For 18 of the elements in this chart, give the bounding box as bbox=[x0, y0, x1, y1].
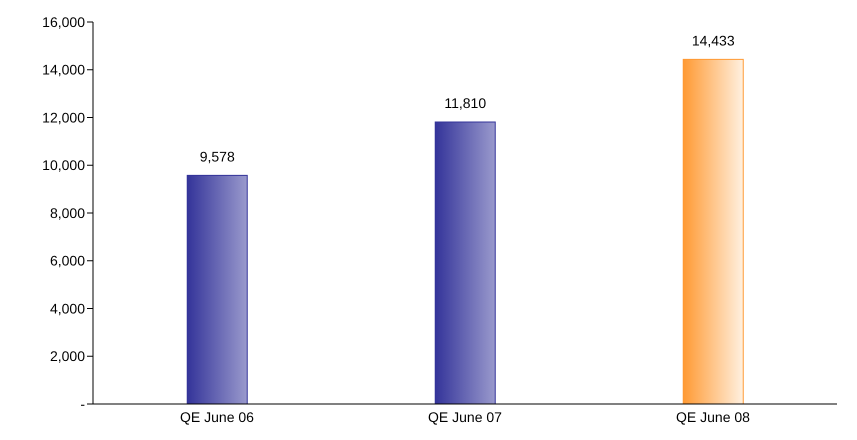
bar bbox=[186, 174, 248, 404]
y-tick-label: - bbox=[80, 396, 86, 412]
data-label: 11,810 bbox=[444, 95, 486, 112]
bar bbox=[682, 58, 744, 404]
data-label: 14,433 bbox=[692, 32, 735, 48]
y-tick-label: 2,000 bbox=[50, 348, 86, 364]
y-tick-label: 8,000 bbox=[50, 204, 86, 221]
x-tick-label: QE June 08 bbox=[676, 408, 750, 425]
y-tick-label: 6,000 bbox=[50, 252, 86, 269]
data-label: 9,578 bbox=[200, 148, 235, 164]
x-tick-label: QE June 07 bbox=[428, 408, 502, 425]
y-tick-label: 12,000 bbox=[42, 109, 86, 126]
bar bbox=[434, 122, 496, 404]
y-tick-label: 10,000 bbox=[42, 157, 86, 174]
y-tick-label: 14,000 bbox=[42, 62, 86, 78]
x-tick-label: QE June 06 bbox=[180, 408, 254, 425]
y-tick-label: 16,000 bbox=[42, 14, 86, 30]
y-tick-label: 4,000 bbox=[50, 300, 86, 316]
